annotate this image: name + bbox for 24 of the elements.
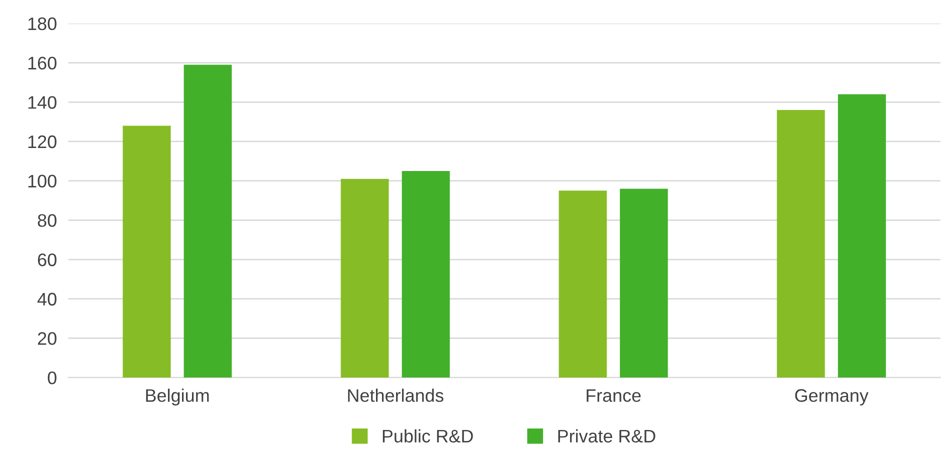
bar <box>340 178 389 378</box>
y-tick-label: 160 <box>28 56 56 70</box>
legend-label: Public R&D <box>382 429 473 443</box>
bar <box>558 190 607 378</box>
bar <box>184 64 232 378</box>
x-tick-label: Belgium <box>146 388 209 406</box>
y-tick-label: 180 <box>28 17 56 30</box>
bar <box>620 188 668 378</box>
bar <box>838 94 886 378</box>
y-tick-label: 0 <box>48 371 56 384</box>
x-tick-label: Germany <box>795 389 868 406</box>
y-tick-label: 140 <box>28 96 56 109</box>
y-tick-label: 20 <box>38 332 56 345</box>
y-tick-label: 100 <box>28 174 56 188</box>
y-tick-label: 80 <box>38 214 56 227</box>
bar <box>402 170 450 378</box>
x-tick-label: Netherlands <box>348 388 444 402</box>
bar <box>122 126 171 378</box>
y-tick-label: 40 <box>37 292 56 306</box>
x-tick-label: France <box>586 389 641 402</box>
y-tick-label: 60 <box>38 253 56 266</box>
legend-label: Private R&D <box>558 429 656 443</box>
y-tick-label: 120 <box>28 135 56 148</box>
bar <box>776 110 825 378</box>
